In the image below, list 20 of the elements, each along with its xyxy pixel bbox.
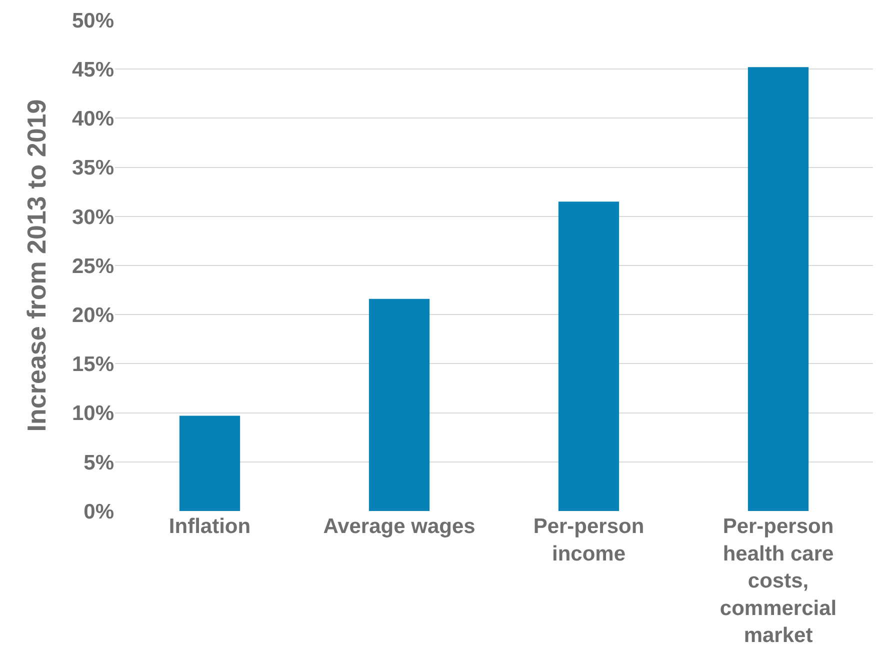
bar <box>179 416 240 511</box>
y-tick-label: 0% <box>84 500 114 524</box>
y-tick-label: 10% <box>72 402 114 426</box>
y-tick-label: 30% <box>72 206 114 229</box>
bar <box>748 67 809 511</box>
y-tick-label: 20% <box>72 304 114 327</box>
y-tick-label: 35% <box>72 156 114 180</box>
bar <box>558 202 620 511</box>
y-tick-label: 45% <box>72 58 114 82</box>
x-tick-label: Inflation <box>168 515 251 538</box>
y-tick-label: 15% <box>72 353 114 376</box>
y-axis-title: Increase from 2013 to 2019 <box>21 99 52 432</box>
bar <box>368 298 430 511</box>
y-tick-label: 5% <box>84 451 114 474</box>
y-tick-label: 25% <box>72 254 114 278</box>
x-tick-label: Per-person income <box>533 515 644 566</box>
x-tick-label: Per-person health care costs, commercial market <box>720 515 837 648</box>
y-tick-label: 40% <box>72 108 114 131</box>
x-tick-label: Average wages <box>323 515 476 538</box>
y-tick-label: 50% <box>72 9 114 32</box>
